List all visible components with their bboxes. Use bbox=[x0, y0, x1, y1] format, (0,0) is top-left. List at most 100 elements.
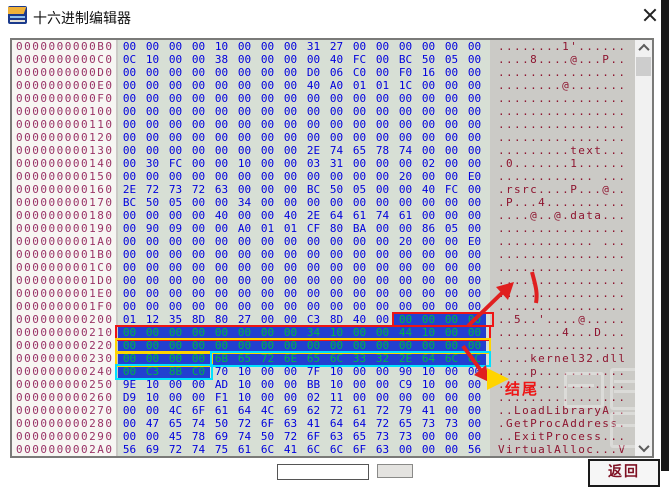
byte-cell[interactable]: 00 bbox=[145, 287, 160, 300]
byte-cell[interactable]: 00 bbox=[237, 79, 252, 92]
byte-cell[interactable]: 00 bbox=[467, 66, 482, 79]
byte-cell[interactable]: 00 bbox=[444, 404, 459, 417]
byte-cell[interactable]: 00 bbox=[467, 105, 482, 118]
byte-cell[interactable]: 80 bbox=[214, 313, 229, 326]
byte-cell[interactable]: 09 bbox=[168, 222, 183, 235]
byte-cell[interactable]: 64 bbox=[237, 404, 252, 417]
byte-cell[interactable]: 00 bbox=[371, 339, 394, 352]
byte-cell[interactable]: 40 bbox=[306, 79, 321, 92]
byte-cell[interactable]: BC bbox=[122, 196, 137, 209]
byte-cell[interactable]: 00 bbox=[444, 287, 459, 300]
byte-cell[interactable]: 00 bbox=[191, 157, 206, 170]
byte-cell[interactable]: 00 bbox=[191, 248, 206, 261]
byte-cell[interactable]: C9 bbox=[398, 378, 413, 391]
byte-cell[interactable]: 00 bbox=[168, 92, 183, 105]
byte-cell[interactable]: 6C bbox=[325, 352, 348, 365]
byte-cell[interactable]: 00 bbox=[237, 248, 252, 261]
byte-cell[interactable]: 10 bbox=[237, 391, 252, 404]
byte-cell[interactable]: 00 bbox=[237, 170, 252, 183]
byte-cell[interactable]: 00 bbox=[421, 209, 436, 222]
byte-cell[interactable]: 00 bbox=[283, 248, 298, 261]
byte-cell[interactable]: 00 bbox=[352, 92, 367, 105]
ascii-cell[interactable]: ....kernel32.dll bbox=[498, 352, 627, 365]
byte-cell[interactable]: 00 bbox=[191, 391, 206, 404]
byte-cell[interactable]: 00 bbox=[122, 157, 137, 170]
byte-cell[interactable]: 00 bbox=[352, 391, 367, 404]
byte-cell[interactable]: 00 bbox=[168, 274, 183, 287]
byte-cell[interactable]: 6C bbox=[306, 443, 321, 456]
byte-cell[interactable]: 00 bbox=[352, 274, 367, 287]
byte-cell[interactable]: 00 bbox=[122, 417, 137, 430]
byte-cell[interactable]: 00 bbox=[421, 170, 436, 183]
byte-cell[interactable]: 69 bbox=[145, 443, 160, 456]
byte-cell[interactable]: 00 bbox=[260, 235, 275, 248]
byte-cell[interactable]: D0 bbox=[306, 66, 321, 79]
byte-cell[interactable]: C0 bbox=[187, 365, 210, 378]
byte-cell[interactable]: 00 bbox=[421, 274, 436, 287]
byte-cell[interactable]: 12 bbox=[145, 313, 160, 326]
byte-cell[interactable]: 2E bbox=[122, 183, 137, 196]
byte-cell[interactable]: 00 bbox=[168, 209, 183, 222]
ascii-cell[interactable]: ................ bbox=[498, 248, 627, 261]
byte-cell[interactable]: 00 bbox=[421, 196, 436, 209]
byte-cell[interactable]: 00 bbox=[375, 105, 390, 118]
byte-cell[interactable]: 00 bbox=[421, 144, 436, 157]
byte-cell[interactable]: F1 bbox=[214, 391, 229, 404]
byte-cell[interactable]: 00 bbox=[191, 235, 206, 248]
byte-cell[interactable]: 00 bbox=[191, 118, 206, 131]
byte-cell[interactable]: 05 bbox=[444, 222, 459, 235]
ascii-cell[interactable]: ..ExitProcess... bbox=[498, 430, 627, 443]
byte-cell[interactable]: 00 bbox=[168, 287, 183, 300]
byte-cell[interactable]: 33 bbox=[348, 352, 371, 365]
byte-cell[interactable]: 00 bbox=[122, 144, 137, 157]
byte-cell[interactable]: 05 bbox=[444, 53, 459, 66]
byte-cell[interactable]: 00 bbox=[260, 391, 275, 404]
byte-cell[interactable]: 00 bbox=[237, 92, 252, 105]
byte-cell[interactable]: 00 bbox=[444, 378, 459, 391]
byte-cell[interactable]: 00 bbox=[283, 313, 298, 326]
byte-cell[interactable]: 00 bbox=[467, 365, 482, 378]
ascii-cell[interactable]: VirtualAlloc...V bbox=[498, 443, 627, 456]
byte-cell[interactable]: 73 bbox=[444, 417, 459, 430]
byte-cell[interactable]: 72 bbox=[168, 443, 183, 456]
byte-cell[interactable]: 00 bbox=[325, 339, 348, 352]
byte-cell[interactable]: 00 bbox=[168, 79, 183, 92]
byte-cell[interactable]: 00 bbox=[283, 105, 298, 118]
byte-cell[interactable]: 00 bbox=[352, 105, 367, 118]
byte-cell[interactable]: 00 bbox=[237, 53, 252, 66]
byte-cell[interactable]: 00 bbox=[352, 248, 367, 261]
byte-cell[interactable]: 72 bbox=[145, 183, 160, 196]
byte-cell[interactable]: 10 bbox=[145, 378, 160, 391]
ascii-cell[interactable]: ................ bbox=[498, 378, 627, 391]
byte-cell[interactable]: 03 bbox=[306, 157, 321, 170]
byte-cell[interactable]: 00 bbox=[118, 365, 141, 378]
byte-cell[interactable]: 00 bbox=[260, 40, 275, 53]
byte-cell[interactable]: 00 bbox=[421, 40, 436, 53]
byte-cell[interactable]: 00 bbox=[444, 79, 459, 92]
byte-cell[interactable]: 00 bbox=[417, 313, 440, 326]
byte-cell[interactable]: 27 bbox=[237, 313, 252, 326]
byte-cell[interactable]: 00 bbox=[260, 183, 275, 196]
byte-cell[interactable]: 2E bbox=[306, 144, 321, 157]
byte-cell[interactable]: 31 bbox=[329, 157, 344, 170]
byte-cell[interactable]: 6B bbox=[210, 352, 233, 365]
byte-cell[interactable]: 00 bbox=[352, 131, 367, 144]
byte-cell[interactable]: 00 bbox=[348, 339, 371, 352]
byte-cell[interactable]: 00 bbox=[467, 196, 482, 209]
byte-cell[interactable]: 00 bbox=[352, 378, 367, 391]
byte-cell[interactable]: 00 bbox=[283, 300, 298, 313]
byte-cell[interactable]: 41 bbox=[306, 417, 321, 430]
byte-cell[interactable]: 00 bbox=[352, 287, 367, 300]
byte-cell[interactable]: 10 bbox=[329, 365, 344, 378]
byte-cell[interactable]: 00 bbox=[283, 378, 298, 391]
byte-cell[interactable]: 00 bbox=[467, 118, 482, 131]
byte-cell[interactable]: 00 bbox=[467, 287, 482, 300]
byte-cell[interactable]: 00 bbox=[118, 339, 141, 352]
byte-cell[interactable]: A0 bbox=[237, 222, 252, 235]
byte-cell[interactable]: 00 bbox=[191, 300, 206, 313]
bottom-text-input[interactable] bbox=[277, 464, 369, 480]
byte-cell[interactable]: 00 bbox=[191, 378, 206, 391]
byte-cell[interactable]: 00 bbox=[283, 261, 298, 274]
byte-cell[interactable]: 00 bbox=[306, 287, 321, 300]
byte-cell[interactable]: 72 bbox=[256, 352, 279, 365]
